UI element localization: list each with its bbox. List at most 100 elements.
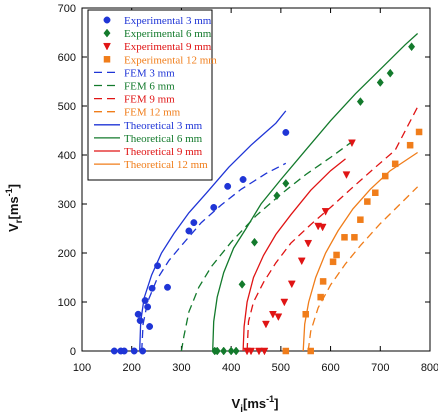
y-tick-label: 400	[58, 150, 76, 162]
legend-item: Experimental 3 mm	[103, 15, 212, 27]
legend-frame	[87, 9, 213, 181]
legend-item: Experimental 6 mm	[103, 28, 212, 40]
series-line	[212, 33, 419, 352]
data-point	[307, 347, 314, 355]
data-point	[268, 311, 277, 319]
series-line	[180, 142, 351, 352]
series-fem-6-mm	[180, 142, 351, 352]
data-point	[372, 189, 379, 196]
data-point	[376, 78, 384, 87]
data-point	[357, 216, 364, 223]
data-point	[262, 320, 270, 329]
legend-label: Theoretical 6 mm	[124, 133, 203, 145]
series-line	[302, 151, 418, 352]
axes-layer: 100 200 300 400 500 600 700 800 0 100 200 300 400 500…	[58, 3, 438, 374]
legend-label: Theoretical 12 mm	[124, 159, 208, 171]
legend-label: Theoretical 9 mm	[124, 146, 203, 158]
data-point	[351, 234, 358, 241]
legend-label: FEM 9 mm	[124, 94, 175, 106]
x-tick-label: 700	[371, 362, 389, 374]
x-tick-label: 400	[222, 362, 240, 374]
series-theoretical-9-mm	[242, 158, 346, 352]
x-tick-label: 500	[272, 362, 290, 374]
data-point	[329, 258, 337, 266]
series-theoretical-6-mm	[212, 33, 419, 352]
x-tick-label: 100	[73, 362, 91, 374]
series-theoretical-12-mm	[302, 151, 418, 352]
x-tick-label: 800	[421, 362, 438, 374]
series-experimental-12-mm	[282, 128, 423, 355]
data-point	[255, 347, 263, 356]
data-point	[341, 234, 348, 241]
data-point	[232, 346, 240, 356]
series-fem-3-mm	[141, 162, 287, 352]
data-point	[280, 298, 289, 307]
data-point	[146, 323, 154, 330]
data-point	[408, 42, 416, 52]
y-tick-label: 200	[58, 248, 76, 260]
data-point	[250, 237, 259, 247]
data-point	[287, 280, 296, 289]
legend-item: FEM 9 mm	[94, 94, 175, 106]
legend-item: FEM 3 mm	[94, 67, 175, 79]
legend-item: Experimental 9 mm	[103, 41, 212, 53]
y-tick-label: 600	[58, 52, 76, 64]
legend-swatch	[103, 56, 111, 63]
data-point	[273, 191, 281, 201]
series-fem-12-mm	[307, 186, 419, 352]
legend-item: Theoretical 6 mm	[94, 133, 203, 145]
data-point	[386, 68, 394, 78]
data-point	[247, 347, 255, 356]
data-point	[342, 171, 351, 179]
series-experimental-3-mm	[110, 129, 290, 355]
data-point	[260, 347, 269, 356]
data-point	[210, 203, 218, 211]
x-tick-label: 600	[321, 362, 339, 374]
series-line	[246, 106, 419, 352]
data-point	[224, 182, 232, 190]
series-theoretical-3-mm	[139, 110, 287, 352]
data-point	[406, 141, 414, 149]
data-point	[190, 219, 198, 227]
plot-frame	[81, 7, 431, 352]
data-point	[304, 239, 313, 248]
series-experimental-9-mm	[243, 139, 356, 356]
legend-item: Experimental 12 mm	[103, 54, 217, 66]
legend-item: FEM 6 mm	[94, 81, 175, 93]
data-point	[319, 278, 327, 285]
series-line	[307, 186, 419, 352]
legend-label: Experimental 12 mm	[124, 54, 217, 66]
series-line	[141, 162, 287, 352]
y-tick-label: 700	[58, 3, 76, 15]
series-layer	[110, 33, 423, 356]
series-line	[242, 158, 346, 352]
data-point	[134, 310, 142, 318]
y-tick-label: 100	[58, 297, 76, 309]
legend-label: Experimental 9 mm	[124, 41, 212, 53]
data-point	[110, 347, 118, 355]
data-point	[185, 227, 193, 235]
x-tick-label: 300	[172, 362, 190, 374]
legend-item: Theoretical 3 mm	[94, 120, 203, 132]
legend-label: Experimental 6 mm	[124, 28, 212, 40]
legend-swatch	[103, 28, 111, 38]
legend-label: FEM 6 mm	[124, 81, 175, 93]
legend-label: Experimental 3 mm	[124, 15, 212, 27]
y-tick-label: 0	[70, 346, 76, 358]
labels-layer: Vi[ms-1] Vr[ms-1]	[4, 184, 278, 415]
legend-item: Theoretical 12 mm	[94, 159, 208, 171]
data-point	[282, 347, 290, 355]
data-point	[220, 346, 228, 356]
data-point	[282, 129, 290, 136]
data-point	[239, 176, 247, 183]
data-point	[274, 313, 283, 322]
series-experimental-6-mm	[211, 42, 416, 356]
data-point	[297, 257, 306, 266]
legend-label: Theoretical 3 mm	[124, 120, 203, 132]
series-fem-9-mm	[246, 106, 419, 352]
data-point	[415, 128, 423, 136]
legend-item: Theoretical 9 mm	[94, 146, 203, 158]
